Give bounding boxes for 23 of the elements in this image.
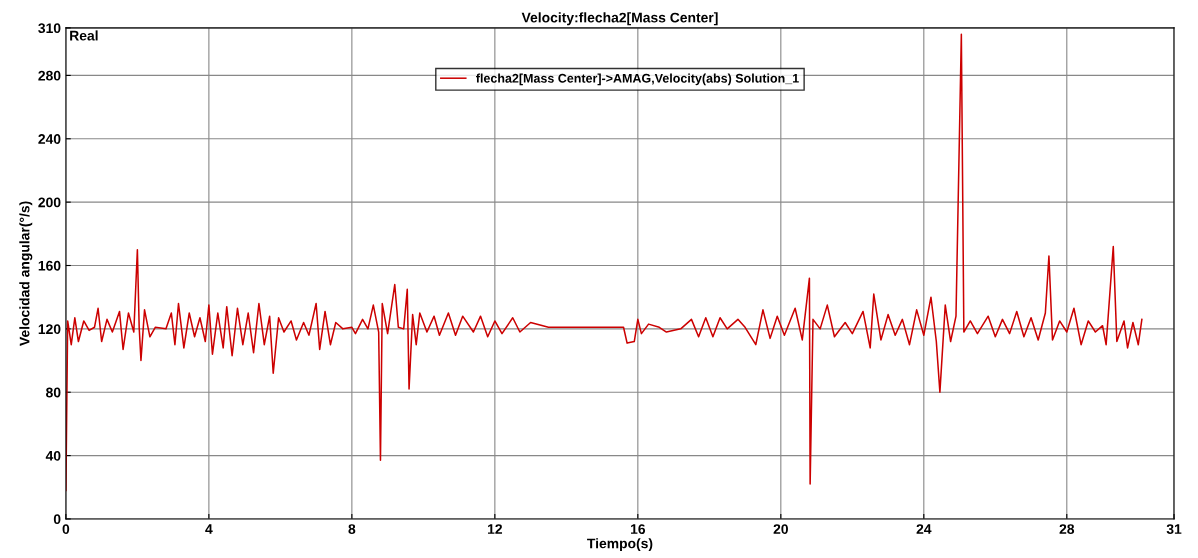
y-tick-label: 80 bbox=[46, 387, 61, 398]
y-tick-label: 200 bbox=[38, 197, 61, 208]
y-tick-label: 40 bbox=[45, 450, 61, 461]
y-tick-label: 0 bbox=[53, 514, 61, 525]
y-tick-label: 120 bbox=[38, 324, 61, 335]
x-tick-label: 24 bbox=[916, 524, 932, 534]
x-tick-label: 8 bbox=[348, 524, 356, 534]
y-tick-label: 280 bbox=[38, 70, 61, 81]
y-axis-title: Velocidad angular(°/s) bbox=[19, 201, 33, 346]
x-tick-label: 4 bbox=[205, 524, 213, 534]
chart-title: Velocity:flecha2[Mass Center] bbox=[521, 12, 718, 26]
x-tick-label: 12 bbox=[488, 524, 503, 534]
y-tick-label: 240 bbox=[38, 134, 61, 144]
x-tick-label: 28 bbox=[1059, 524, 1075, 534]
x-tick-label: 16 bbox=[630, 524, 646, 534]
x-tick-label: 0 bbox=[62, 524, 70, 534]
x-tick-label: 31 bbox=[1166, 524, 1182, 535]
y-tick-label: 160 bbox=[38, 260, 61, 271]
x-tick-label: 20 bbox=[773, 524, 788, 534]
y-tick-label: 310 bbox=[38, 23, 61, 34]
x-axis-title: Tiempo(s) bbox=[587, 538, 653, 552]
legend-label: flecha2[Mass Center]->AMAG,Velocity(abs) Solution_1 bbox=[476, 73, 799, 86]
annotation: Real bbox=[70, 30, 98, 41]
